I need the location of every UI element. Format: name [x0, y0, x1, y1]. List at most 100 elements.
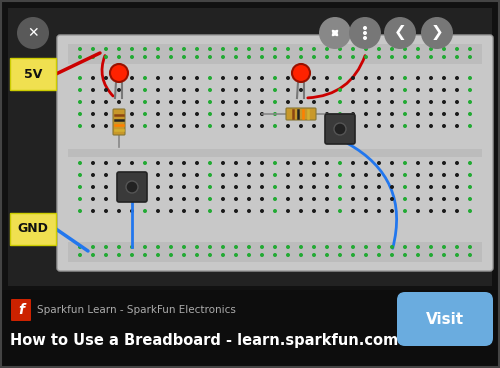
Circle shape [325, 55, 329, 59]
Circle shape [273, 112, 277, 116]
Circle shape [334, 123, 346, 135]
Circle shape [377, 197, 381, 201]
Circle shape [442, 100, 446, 104]
Circle shape [273, 185, 277, 189]
Circle shape [363, 31, 367, 35]
Circle shape [221, 161, 225, 165]
Circle shape [377, 100, 381, 104]
Circle shape [416, 47, 420, 51]
Circle shape [377, 161, 381, 165]
Circle shape [104, 197, 108, 201]
Circle shape [351, 209, 355, 213]
Circle shape [325, 76, 329, 80]
Circle shape [195, 253, 199, 257]
Circle shape [351, 88, 355, 92]
Circle shape [195, 124, 199, 128]
Circle shape [221, 47, 225, 51]
Circle shape [338, 185, 342, 189]
Circle shape [182, 185, 186, 189]
Circle shape [286, 185, 290, 189]
Circle shape [442, 173, 446, 177]
Circle shape [130, 161, 134, 165]
FancyBboxPatch shape [8, 8, 492, 286]
Circle shape [442, 124, 446, 128]
Circle shape [169, 209, 173, 213]
Circle shape [312, 253, 316, 257]
Circle shape [455, 47, 459, 51]
Circle shape [247, 100, 251, 104]
Circle shape [260, 88, 264, 92]
Circle shape [429, 253, 433, 257]
Circle shape [351, 185, 355, 189]
Circle shape [377, 124, 381, 128]
Circle shape [104, 124, 108, 128]
Circle shape [78, 112, 82, 116]
Circle shape [299, 185, 303, 189]
Circle shape [455, 76, 459, 80]
Circle shape [325, 88, 329, 92]
Circle shape [182, 124, 186, 128]
Circle shape [247, 124, 251, 128]
Circle shape [416, 112, 420, 116]
Circle shape [416, 76, 420, 80]
Circle shape [455, 197, 459, 201]
Circle shape [299, 161, 303, 165]
Circle shape [195, 112, 199, 116]
Circle shape [260, 76, 264, 80]
Circle shape [143, 245, 147, 249]
Circle shape [78, 245, 82, 249]
Circle shape [117, 209, 121, 213]
Circle shape [78, 209, 82, 213]
Circle shape [416, 55, 420, 59]
Circle shape [377, 76, 381, 80]
Circle shape [126, 181, 138, 193]
Circle shape [221, 253, 225, 257]
Circle shape [234, 112, 238, 116]
Circle shape [195, 245, 199, 249]
Circle shape [364, 112, 368, 116]
Circle shape [208, 185, 212, 189]
Circle shape [110, 64, 128, 82]
Circle shape [234, 76, 238, 80]
Circle shape [273, 173, 277, 177]
Circle shape [312, 209, 316, 213]
Circle shape [182, 76, 186, 80]
Circle shape [91, 185, 95, 189]
Circle shape [403, 209, 407, 213]
Circle shape [364, 197, 368, 201]
Circle shape [143, 100, 147, 104]
Circle shape [403, 76, 407, 80]
Circle shape [156, 76, 160, 80]
Circle shape [156, 112, 160, 116]
Circle shape [468, 47, 472, 51]
Circle shape [442, 88, 446, 92]
Circle shape [468, 173, 472, 177]
Circle shape [143, 124, 147, 128]
FancyBboxPatch shape [0, 290, 500, 368]
Circle shape [377, 47, 381, 51]
Circle shape [325, 100, 329, 104]
Circle shape [91, 76, 95, 80]
Circle shape [364, 100, 368, 104]
Circle shape [312, 47, 316, 51]
Circle shape [390, 185, 394, 189]
Circle shape [286, 55, 290, 59]
Circle shape [208, 55, 212, 59]
Circle shape [312, 88, 316, 92]
Circle shape [429, 209, 433, 213]
Circle shape [208, 100, 212, 104]
Circle shape [247, 55, 251, 59]
Circle shape [325, 161, 329, 165]
Circle shape [442, 185, 446, 189]
Circle shape [169, 112, 173, 116]
Circle shape [403, 55, 407, 59]
Circle shape [403, 173, 407, 177]
Circle shape [416, 245, 420, 249]
Circle shape [377, 173, 381, 177]
Circle shape [312, 173, 316, 177]
Circle shape [286, 253, 290, 257]
Circle shape [169, 197, 173, 201]
Text: 5V: 5V [24, 67, 42, 81]
Circle shape [403, 197, 407, 201]
Circle shape [247, 112, 251, 116]
